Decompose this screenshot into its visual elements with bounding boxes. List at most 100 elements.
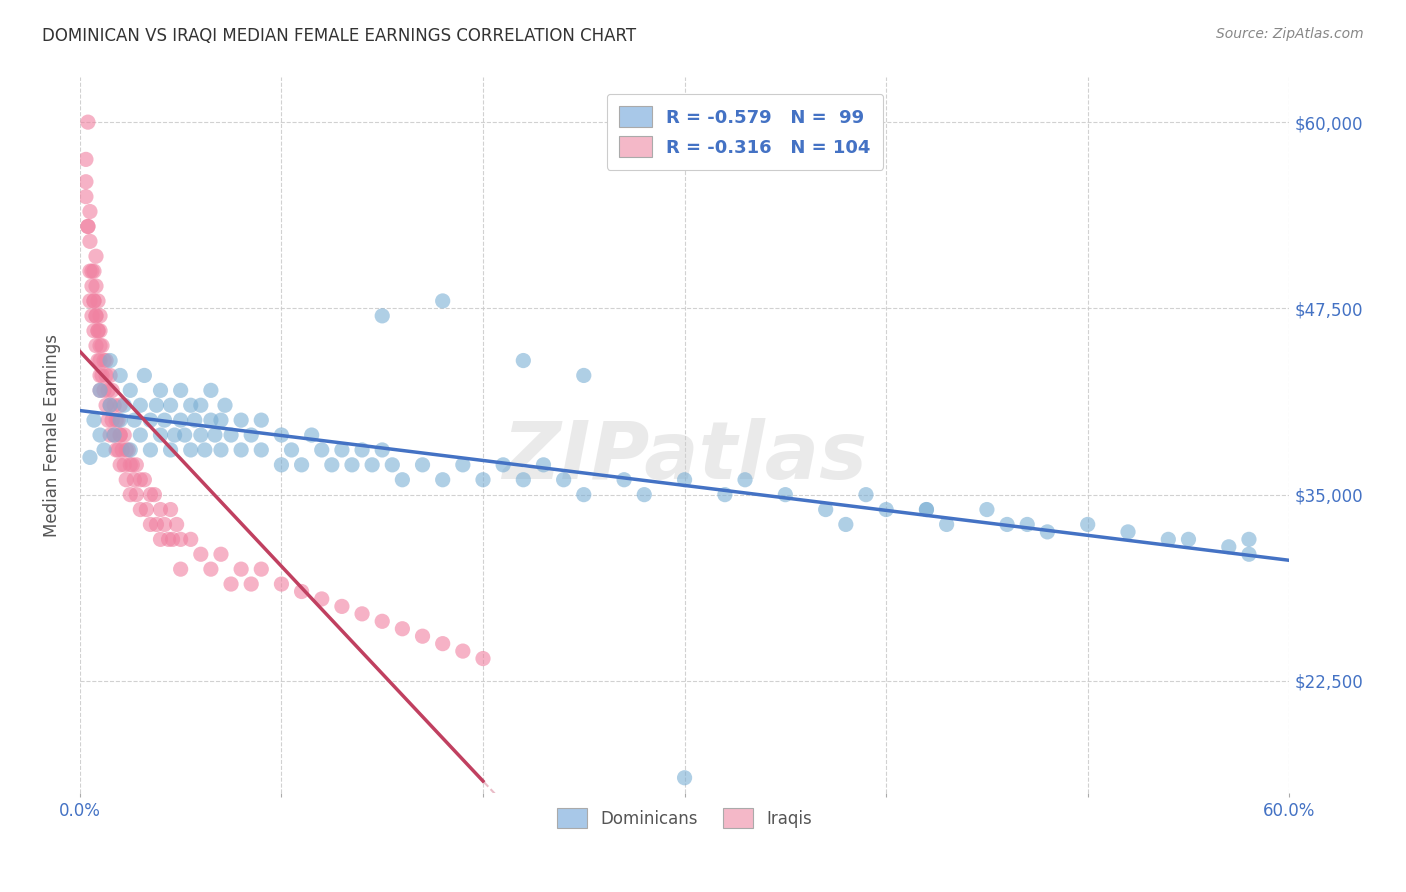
Point (512, 353, 534, 368)
Point (80, 309, 103, 323)
Point (352, 442, 374, 457)
Point (935, 517, 957, 532)
Point (84, 309, 107, 323)
Point (105, 442, 128, 457)
Point (1116, 524, 1139, 539)
Point (129, 473, 152, 487)
Point (472, 473, 495, 487)
Point (87, 293, 110, 308)
Point (115, 442, 138, 457)
Point (89, 309, 111, 323)
Point (89, 324, 111, 338)
Point (391, 622, 413, 636)
Point (190, 547, 212, 561)
Point (229, 413, 252, 427)
Point (250, 442, 273, 457)
Point (169, 562, 191, 576)
Point (472, 651, 495, 665)
Point (190, 398, 212, 412)
Point (139, 413, 162, 427)
Point (915, 502, 938, 516)
Point (91, 368, 114, 383)
Point (451, 644, 474, 658)
Point (120, 458, 142, 472)
Point (209, 413, 232, 427)
Point (204, 428, 226, 442)
Point (79, 204, 101, 219)
Point (112, 398, 135, 412)
Point (149, 428, 172, 442)
Point (432, 637, 454, 651)
Point (79, 264, 101, 278)
Point (814, 502, 837, 516)
Point (159, 442, 181, 457)
Point (121, 458, 143, 472)
Point (143, 488, 166, 502)
Point (94, 398, 117, 412)
Text: ZIPatlas: ZIPatlas (502, 417, 868, 495)
Point (94, 368, 117, 383)
Point (149, 502, 172, 516)
Point (200, 413, 222, 427)
Point (361, 458, 384, 472)
Point (98, 428, 121, 442)
Point (412, 458, 434, 472)
Point (83, 293, 105, 308)
Point (108, 398, 131, 412)
Point (124, 473, 146, 487)
Point (352, 607, 374, 621)
Legend: Dominicans, Iraqis: Dominicans, Iraqis (550, 802, 818, 834)
Point (93, 353, 115, 368)
Point (87, 324, 110, 338)
Point (633, 488, 655, 502)
Point (412, 629, 434, 643)
Point (209, 442, 232, 457)
Point (250, 562, 273, 576)
Point (432, 293, 454, 308)
Point (270, 458, 292, 472)
Point (108, 368, 131, 383)
Point (200, 384, 222, 398)
Point (1157, 533, 1180, 547)
Point (240, 577, 263, 591)
Point (915, 502, 938, 516)
Point (120, 384, 142, 398)
Point (89, 428, 111, 442)
Point (120, 442, 142, 457)
Point (103, 398, 125, 412)
Point (87, 353, 110, 368)
Point (112, 428, 135, 442)
Point (79, 293, 101, 308)
Point (145, 398, 167, 412)
Point (157, 533, 180, 547)
Point (169, 413, 191, 427)
Point (103, 428, 125, 442)
Point (83, 324, 105, 338)
Point (75, 153, 97, 167)
Point (83, 293, 105, 308)
Point (153, 517, 176, 532)
Point (180, 442, 202, 457)
Point (163, 428, 186, 442)
Point (98, 398, 121, 412)
Point (311, 442, 333, 457)
Point (129, 428, 152, 442)
Point (94, 353, 117, 368)
Point (139, 517, 162, 532)
Point (184, 413, 207, 427)
Point (108, 428, 131, 442)
Point (139, 488, 162, 502)
Point (98, 353, 121, 368)
Point (89, 338, 111, 352)
Point (77, 219, 100, 234)
Point (180, 533, 202, 547)
Point (673, 473, 696, 487)
Point (87, 324, 110, 338)
Point (301, 428, 323, 442)
Point (129, 398, 152, 412)
Point (107, 413, 129, 427)
Point (291, 584, 314, 599)
Point (572, 368, 595, 383)
Point (169, 533, 191, 547)
Point (875, 502, 897, 516)
